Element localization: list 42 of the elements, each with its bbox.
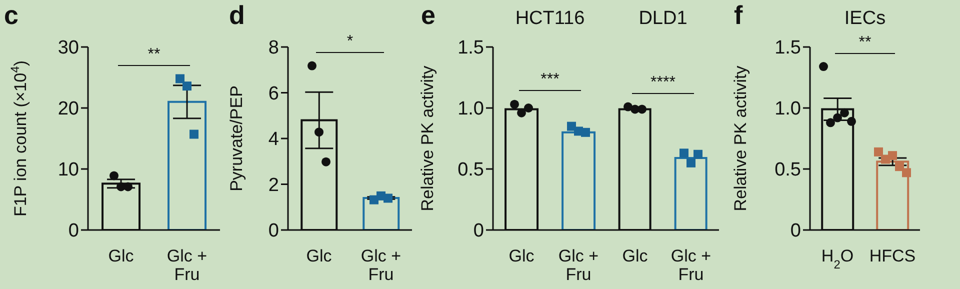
- x-tick-label: Glc: [622, 246, 648, 266]
- x-tick-label: Glc + Fru: [670, 246, 712, 284]
- chart-title: f: [734, 0, 743, 31]
- x-tick-label: Glc + Fru: [558, 246, 599, 284]
- y-tick-label: 10: [58, 160, 79, 181]
- y-tick-label: 0: [268, 220, 279, 242]
- y-tick-label: 0: [790, 220, 801, 242]
- chart-title: e: [421, 0, 436, 31]
- x-tick-label: Glc + Fru: [360, 246, 402, 284]
- y-axis-title: Relative PK activity: [731, 65, 750, 212]
- annotation: *: [346, 32, 354, 51]
- y-tick-label: 2: [268, 174, 279, 196]
- y-tick-label: 0: [68, 220, 79, 242]
- chart-subtitle: DLD1: [638, 8, 688, 30]
- y-tick-label: 4: [268, 129, 280, 150]
- chart-subtitle: HCT116: [514, 8, 586, 30]
- y-tick-label: 1.5: [458, 38, 484, 59]
- y-tick-label: 1.0: [458, 98, 484, 120]
- chart-title: c: [4, 0, 18, 31]
- y-axis-title: Pyruvate/PEP: [227, 86, 246, 192]
- chart-title: d: [229, 0, 245, 31]
- y-tick-label: 1.0: [774, 98, 801, 120]
- x-tick-label: H$_{2}$O: [821, 246, 854, 272]
- x-tick-label: Glc: [508, 246, 535, 266]
- annotation: ***: [540, 71, 560, 90]
- annotation: **: [146, 46, 162, 64]
- x-tick-label: Glc: [306, 246, 332, 266]
- x-tick-label: HFCS: [869, 246, 916, 266]
- y-tick-label: 8: [268, 38, 279, 59]
- y-tick-label: 1.5: [774, 38, 801, 59]
- y-tick-label: 0.5: [458, 160, 484, 181]
- y-tick-label: 0.5: [774, 160, 801, 181]
- y-tick-label: 20: [58, 98, 79, 120]
- chart-subtitle: IECs: [843, 8, 887, 30]
- y-tick-label: 0: [473, 220, 484, 242]
- annotation: **: [858, 34, 872, 52]
- y-axis-title: Relative PK activity: [418, 65, 437, 212]
- y-tick-label: 6: [268, 83, 279, 104]
- x-tick-label: Glc: [108, 246, 134, 266]
- annotation: ****: [650, 74, 676, 92]
- y-tick-label: 30: [58, 38, 79, 59]
- x-tick-label: Glc + Fru: [166, 246, 208, 284]
